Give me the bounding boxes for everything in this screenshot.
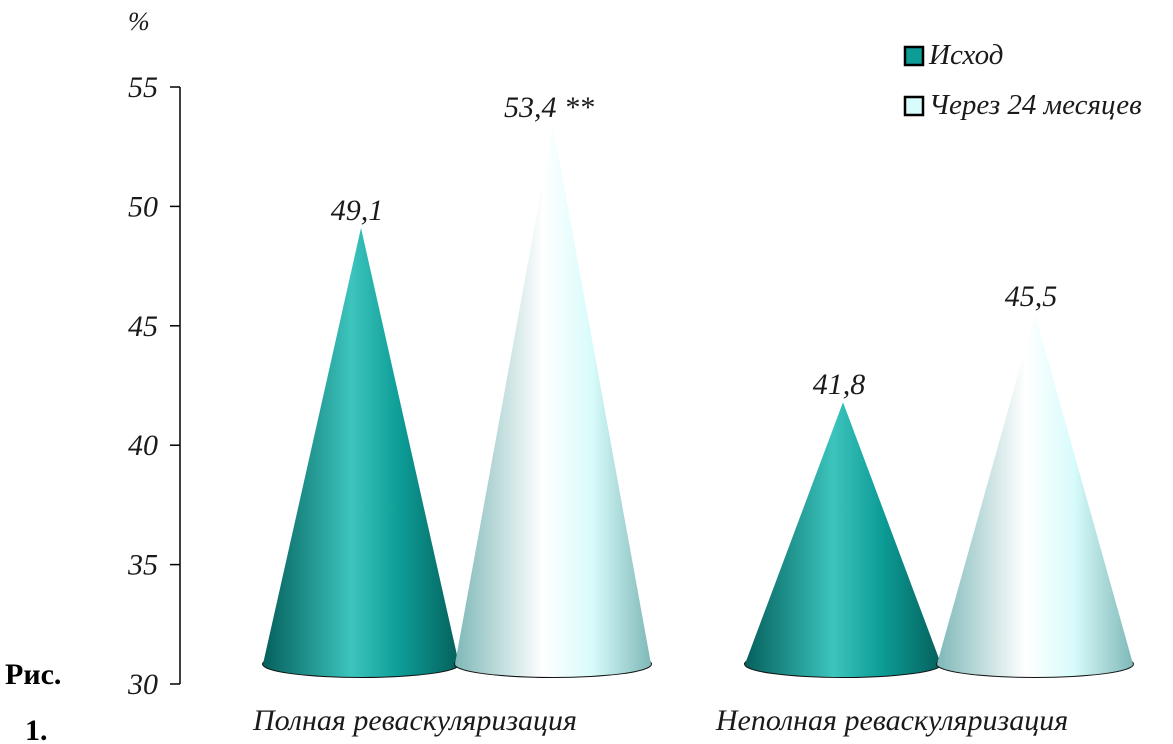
y-tick-label: 45 — [128, 310, 158, 343]
cone-1-0 — [455, 125, 651, 677]
caption-line-2: 1. — [25, 714, 48, 744]
y-tick-label: 50 — [128, 190, 158, 223]
caption-line-1: Рис. — [5, 658, 61, 691]
y-tick-label: 40 — [128, 429, 158, 462]
cones — [263, 125, 1133, 677]
data-label-1-1: 45,5 — [1005, 280, 1058, 313]
cone-0-0 — [263, 228, 459, 677]
data-label-0-0: 49,1 — [331, 194, 384, 227]
y-tick-label: 35 — [127, 549, 158, 582]
cone-body — [455, 125, 651, 677]
legend-label-series-1: Через 24 месяцев — [929, 89, 1142, 121]
category-labels: Полная реваскуляризация Неполная реваскул… — [252, 704, 1068, 737]
data-labels: 49,1 53,4 ** 41,8 45,5 — [331, 91, 1058, 401]
category-label-1: Неполная реваскуляризация — [715, 704, 1068, 737]
y-ticks: 30 35 40 45 50 55 — [127, 71, 180, 701]
cone-body — [937, 314, 1133, 677]
y-tick-label: 30 — [127, 668, 158, 701]
y-unit-label: % — [128, 7, 150, 36]
cone-1-1 — [937, 314, 1133, 677]
legend-swatch-series-1 — [905, 97, 923, 115]
data-label-0-1: 41,8 — [813, 368, 866, 401]
legend: Исход Через 24 месяцев — [905, 39, 1142, 121]
cone-body — [745, 402, 941, 677]
cone-0-1 — [745, 402, 941, 677]
legend-label-series-0: Исход — [928, 39, 1003, 71]
category-label-0: Полная реваскуляризация — [252, 704, 577, 737]
y-tick-label: 55 — [128, 71, 158, 104]
data-label-1-0: 53,4 ** — [504, 91, 594, 124]
legend-swatch-series-0 — [905, 47, 923, 65]
cone-body — [263, 228, 459, 677]
